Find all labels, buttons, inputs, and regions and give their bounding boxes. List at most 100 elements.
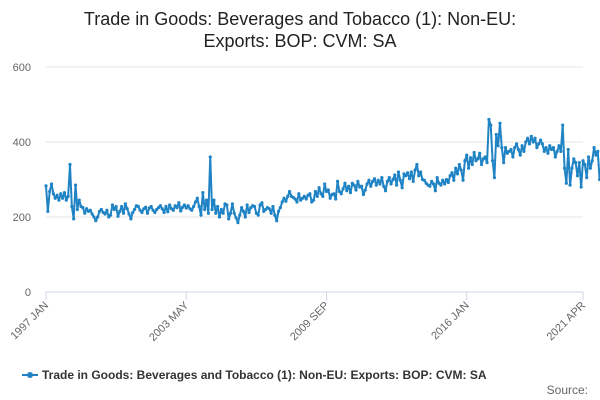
data-point[interactable] bbox=[374, 183, 378, 187]
data-point[interactable] bbox=[514, 142, 519, 146]
data-point[interactable] bbox=[479, 162, 484, 167]
data-point[interactable] bbox=[575, 174, 580, 178]
data-point[interactable] bbox=[168, 203, 172, 207]
data-point[interactable] bbox=[94, 219, 98, 223]
data-point[interactable] bbox=[551, 146, 556, 150]
data-point[interactable] bbox=[490, 159, 495, 163]
data-point[interactable] bbox=[533, 136, 537, 140]
data-point[interactable] bbox=[116, 214, 120, 218]
data-point[interactable] bbox=[243, 215, 247, 219]
data-point[interactable] bbox=[527, 142, 532, 146]
data-point[interactable] bbox=[53, 196, 57, 200]
data-point[interactable] bbox=[217, 215, 222, 219]
data-point[interactable] bbox=[208, 155, 212, 159]
data-point[interactable] bbox=[321, 194, 325, 198]
data-point[interactable] bbox=[276, 209, 281, 213]
data-point[interactable] bbox=[583, 162, 587, 167]
data-point[interactable] bbox=[203, 207, 207, 212]
data-point[interactable] bbox=[108, 213, 113, 217]
data-point[interactable] bbox=[431, 182, 436, 186]
data-point[interactable] bbox=[393, 173, 397, 177]
data-point[interactable] bbox=[297, 192, 301, 196]
data-point[interactable] bbox=[492, 176, 497, 180]
data-point[interactable] bbox=[103, 212, 107, 216]
data-point[interactable] bbox=[561, 123, 565, 127]
data-point[interactable] bbox=[396, 170, 401, 174]
data-point[interactable] bbox=[526, 136, 530, 140]
data-point[interactable] bbox=[230, 202, 234, 206]
data-point[interactable] bbox=[566, 147, 570, 152]
data-point[interactable] bbox=[197, 204, 201, 209]
data-point[interactable] bbox=[62, 191, 67, 195]
data-point[interactable] bbox=[454, 166, 458, 170]
data-point[interactable] bbox=[112, 207, 116, 212]
data-point[interactable] bbox=[77, 198, 81, 202]
data-point[interactable] bbox=[227, 217, 231, 221]
data-point[interactable] bbox=[535, 146, 539, 150]
data-point[interactable] bbox=[193, 200, 198, 204]
data-point[interactable] bbox=[489, 123, 493, 127]
data-point[interactable] bbox=[199, 213, 203, 217]
data-point[interactable] bbox=[240, 206, 244, 210]
data-point[interactable] bbox=[46, 209, 50, 213]
data-point[interactable] bbox=[313, 189, 318, 194]
data-point[interactable] bbox=[354, 188, 358, 192]
data-point[interactable] bbox=[579, 185, 583, 189]
data-point[interactable] bbox=[380, 176, 384, 180]
data-point[interactable] bbox=[295, 200, 299, 204]
data-point[interactable] bbox=[476, 157, 480, 161]
data-point[interactable] bbox=[210, 207, 214, 212]
data-point[interactable] bbox=[131, 210, 135, 215]
data-point[interactable] bbox=[594, 153, 598, 157]
data-point[interactable] bbox=[378, 182, 382, 186]
data-point[interactable] bbox=[236, 221, 240, 225]
data-point[interactable] bbox=[524, 140, 528, 144]
data-point[interactable] bbox=[572, 157, 576, 161]
data-point[interactable] bbox=[280, 200, 284, 204]
data-point[interactable] bbox=[88, 208, 92, 212]
data-point[interactable] bbox=[494, 132, 498, 137]
data-point[interactable] bbox=[75, 207, 79, 212]
data-point[interactable] bbox=[120, 204, 124, 209]
data-point[interactable] bbox=[452, 178, 456, 182]
data-point[interactable] bbox=[542, 149, 546, 153]
data-point[interactable] bbox=[105, 208, 109, 212]
data-point[interactable] bbox=[553, 155, 557, 159]
data-point[interactable] bbox=[293, 197, 297, 201]
data-point[interactable] bbox=[574, 161, 578, 165]
data-point[interactable] bbox=[376, 178, 380, 182]
data-point[interactable] bbox=[323, 182, 327, 186]
data-point[interactable] bbox=[114, 204, 118, 209]
data-point[interactable] bbox=[352, 183, 356, 187]
data-point[interactable] bbox=[441, 178, 445, 182]
data-point[interactable] bbox=[273, 213, 277, 217]
data-point[interactable] bbox=[121, 211, 126, 215]
data-point[interactable] bbox=[345, 189, 349, 193]
data-point[interactable] bbox=[472, 150, 476, 155]
data-point[interactable] bbox=[356, 179, 360, 183]
data-point[interactable] bbox=[485, 161, 489, 165]
data-point[interactable] bbox=[319, 192, 323, 196]
legend-item[interactable]: Trade in Goods: Beverages and Tobacco (1… bbox=[22, 367, 487, 382]
data-point[interactable] bbox=[398, 178, 402, 182]
data-point[interactable] bbox=[68, 162, 72, 167]
data-point[interactable] bbox=[184, 206, 188, 210]
data-point[interactable] bbox=[586, 155, 591, 159]
data-point[interactable] bbox=[192, 204, 196, 209]
data-point[interactable] bbox=[581, 159, 585, 163]
data-point[interactable] bbox=[328, 196, 332, 200]
data-point[interactable] bbox=[132, 207, 137, 212]
data-point[interactable] bbox=[564, 181, 568, 185]
data-point[interactable] bbox=[343, 181, 347, 185]
data-point[interactable] bbox=[498, 121, 502, 125]
data-point[interactable] bbox=[531, 140, 535, 144]
data-point[interactable] bbox=[428, 184, 432, 188]
data-point[interactable] bbox=[55, 193, 59, 197]
source-credit[interactable]: Source: bbox=[546, 383, 588, 397]
data-point[interactable] bbox=[110, 203, 115, 207]
data-point[interactable] bbox=[179, 209, 183, 213]
data-point[interactable] bbox=[64, 198, 68, 202]
data-point[interactable] bbox=[286, 194, 290, 198]
data-point[interactable] bbox=[596, 149, 600, 153]
data-point[interactable] bbox=[212, 198, 216, 202]
